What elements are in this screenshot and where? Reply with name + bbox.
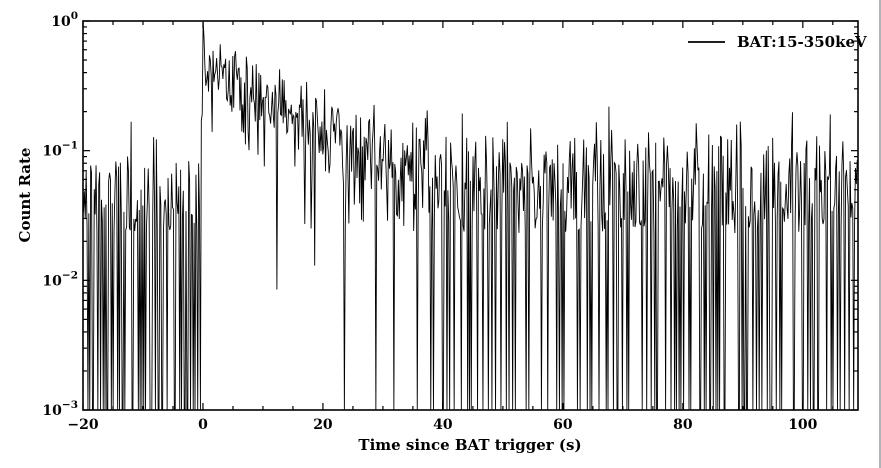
y-tick-label: 10−3 [42, 399, 78, 419]
x-tick-label: 100 [788, 417, 817, 433]
y-tick-label: 10−2 [42, 269, 78, 289]
y-tick-labels: 100 10−1 10−2 10−3 [42, 10, 78, 419]
legend-label: BAT:15-350keV [737, 33, 867, 51]
axis-ticks [82, 20, 858, 411]
x-axis-label: Time since BAT trigger (s) [358, 436, 581, 454]
window-right-edge [879, 0, 881, 468]
x-tick-label: 60 [553, 417, 573, 433]
axes-spines [82, 20, 859, 411]
x-tick-label: −20 [67, 417, 98, 433]
y-tick-label: 10−1 [42, 140, 78, 160]
x-tick-label: 80 [673, 417, 693, 433]
y-tick-label: 100 [51, 10, 78, 30]
light-curve-path [83, 20, 858, 411]
x-tick-label: 20 [313, 417, 333, 433]
light-curve-series [83, 20, 858, 411]
y-axis-label: Count Rate [16, 148, 34, 243]
x-tick-labels: −20 0 20 40 60 80 100 [67, 417, 817, 433]
legend: BAT:15-350keV [688, 33, 867, 51]
x-tick-label: 40 [433, 417, 453, 433]
x-tick-label: 0 [198, 417, 208, 433]
